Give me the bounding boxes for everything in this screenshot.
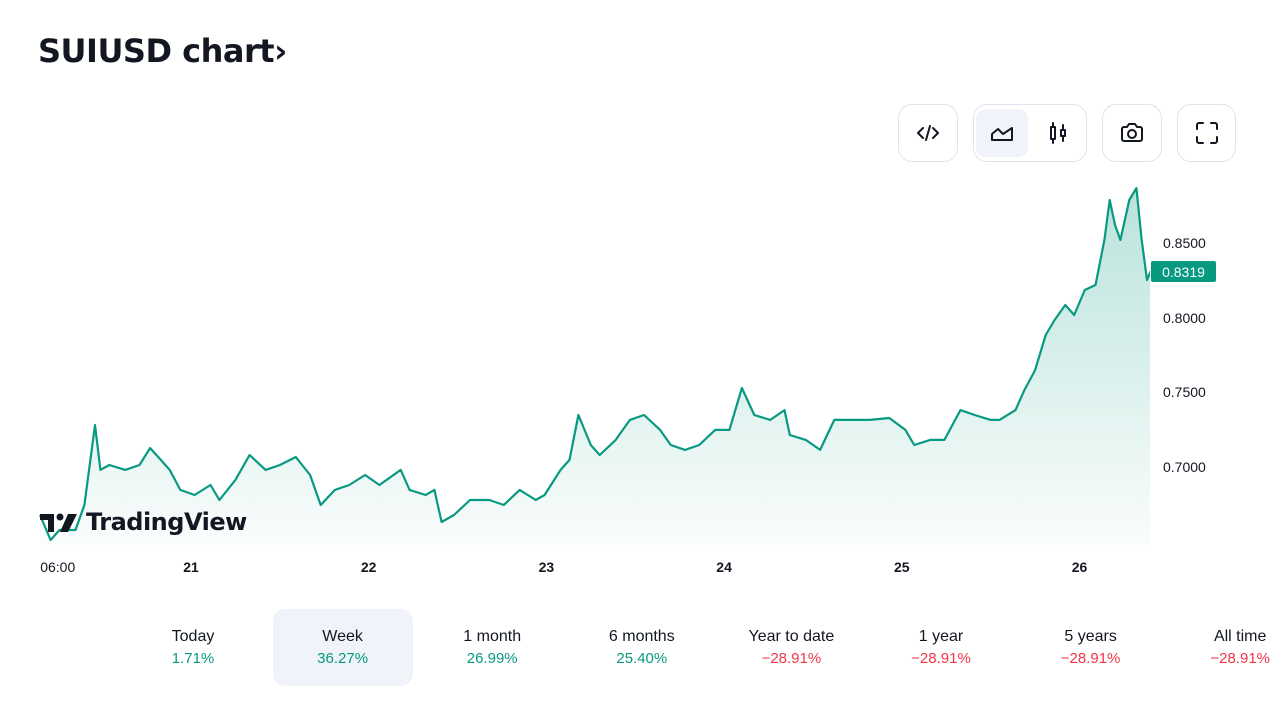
watermark-text: TradingView: [86, 508, 247, 536]
chevron-right-icon: ›: [274, 32, 287, 70]
y-tick-label: 0.7000: [1163, 459, 1206, 475]
period-change: −28.91%: [911, 650, 971, 667]
x-tick-label: 22: [360, 559, 377, 575]
period-label: 6 months: [608, 628, 675, 645]
area-chart-icon: [991, 127, 1013, 141]
period-change: 1.71%: [171, 650, 215, 667]
candles-button[interactable]: [1032, 109, 1084, 157]
period-change: −28.91%: [1210, 650, 1270, 667]
x-tick-label: 24: [716, 559, 732, 575]
period-tab-1-year[interactable]: 1 year −28.91%: [871, 609, 1011, 686]
period-label: Today: [171, 628, 215, 645]
x-tick-label: 06:00: [40, 559, 76, 575]
period-label: Year to date: [748, 628, 835, 645]
tradingview-logo-icon: [40, 513, 77, 532]
x-tick-label: 21: [183, 559, 199, 575]
chart-type-toggle[interactable]: [973, 104, 1087, 162]
period-tab-6-months[interactable]: 6 months 25.40%: [572, 609, 712, 686]
y-tick-label: 0.7500: [1163, 384, 1206, 401]
last-price-label: 0.8319: [1151, 261, 1216, 282]
period-change: 26.99%: [466, 650, 518, 667]
period-label: Week: [322, 628, 363, 645]
title-text: SUIUSD chart: [38, 32, 275, 70]
embed-code-icon: [917, 125, 939, 141]
period-change: 36.27%: [317, 650, 369, 667]
candles-icon: [1050, 122, 1066, 144]
period-label: 1 month: [463, 628, 522, 645]
period-tab-week[interactable]: Week 36.27%: [272, 609, 413, 686]
period-label: All time: [1213, 628, 1267, 645]
fullscreen-icon: [1195, 122, 1218, 144]
price-line: [38, 187, 1150, 542]
period-tab-year-to-date[interactable]: Year to date −28.91%: [721, 609, 861, 686]
x-tick-label: 25: [894, 559, 910, 575]
period-label: 5 years: [1064, 628, 1117, 645]
price-chart[interactable]: [0, 170, 1150, 560]
period-change: −28.91%: [1060, 650, 1121, 667]
tradingview-logo[interactable]: TradingView: [40, 508, 247, 536]
embed-button[interactable]: [898, 104, 958, 162]
period-tab-all-time[interactable]: All time −28.91%: [1170, 609, 1280, 686]
period-tab-today[interactable]: Today 1.71%: [123, 609, 263, 686]
x-tick-label: 23: [538, 559, 555, 575]
area-chart-button[interactable]: [976, 109, 1028, 157]
y-tick-label: 0.8500: [1163, 235, 1206, 252]
x-tick-label: 26: [1071, 559, 1088, 575]
period-change: −28.91%: [761, 650, 822, 667]
period-tab-5-years[interactable]: 5 years −28.91%: [1021, 609, 1161, 686]
screenshot-button[interactable]: [1102, 104, 1162, 162]
period-label: 1 year: [918, 628, 964, 645]
period-tab-1-month[interactable]: 1 month 26.99%: [422, 609, 562, 686]
camera-icon: [1121, 123, 1143, 142]
fullscreen-button[interactable]: [1177, 104, 1236, 162]
period-tabs: Today 1.71% Week 36.27% 1 month 26.99% 6 month…: [38, 609, 1270, 686]
y-tick-label: 0.8000: [1163, 309, 1206, 326]
period-change: 25.40%: [616, 650, 668, 667]
page-title[interactable]: SUIUSD chart›: [38, 32, 287, 70]
price-area-fill: [40, 188, 1150, 545]
